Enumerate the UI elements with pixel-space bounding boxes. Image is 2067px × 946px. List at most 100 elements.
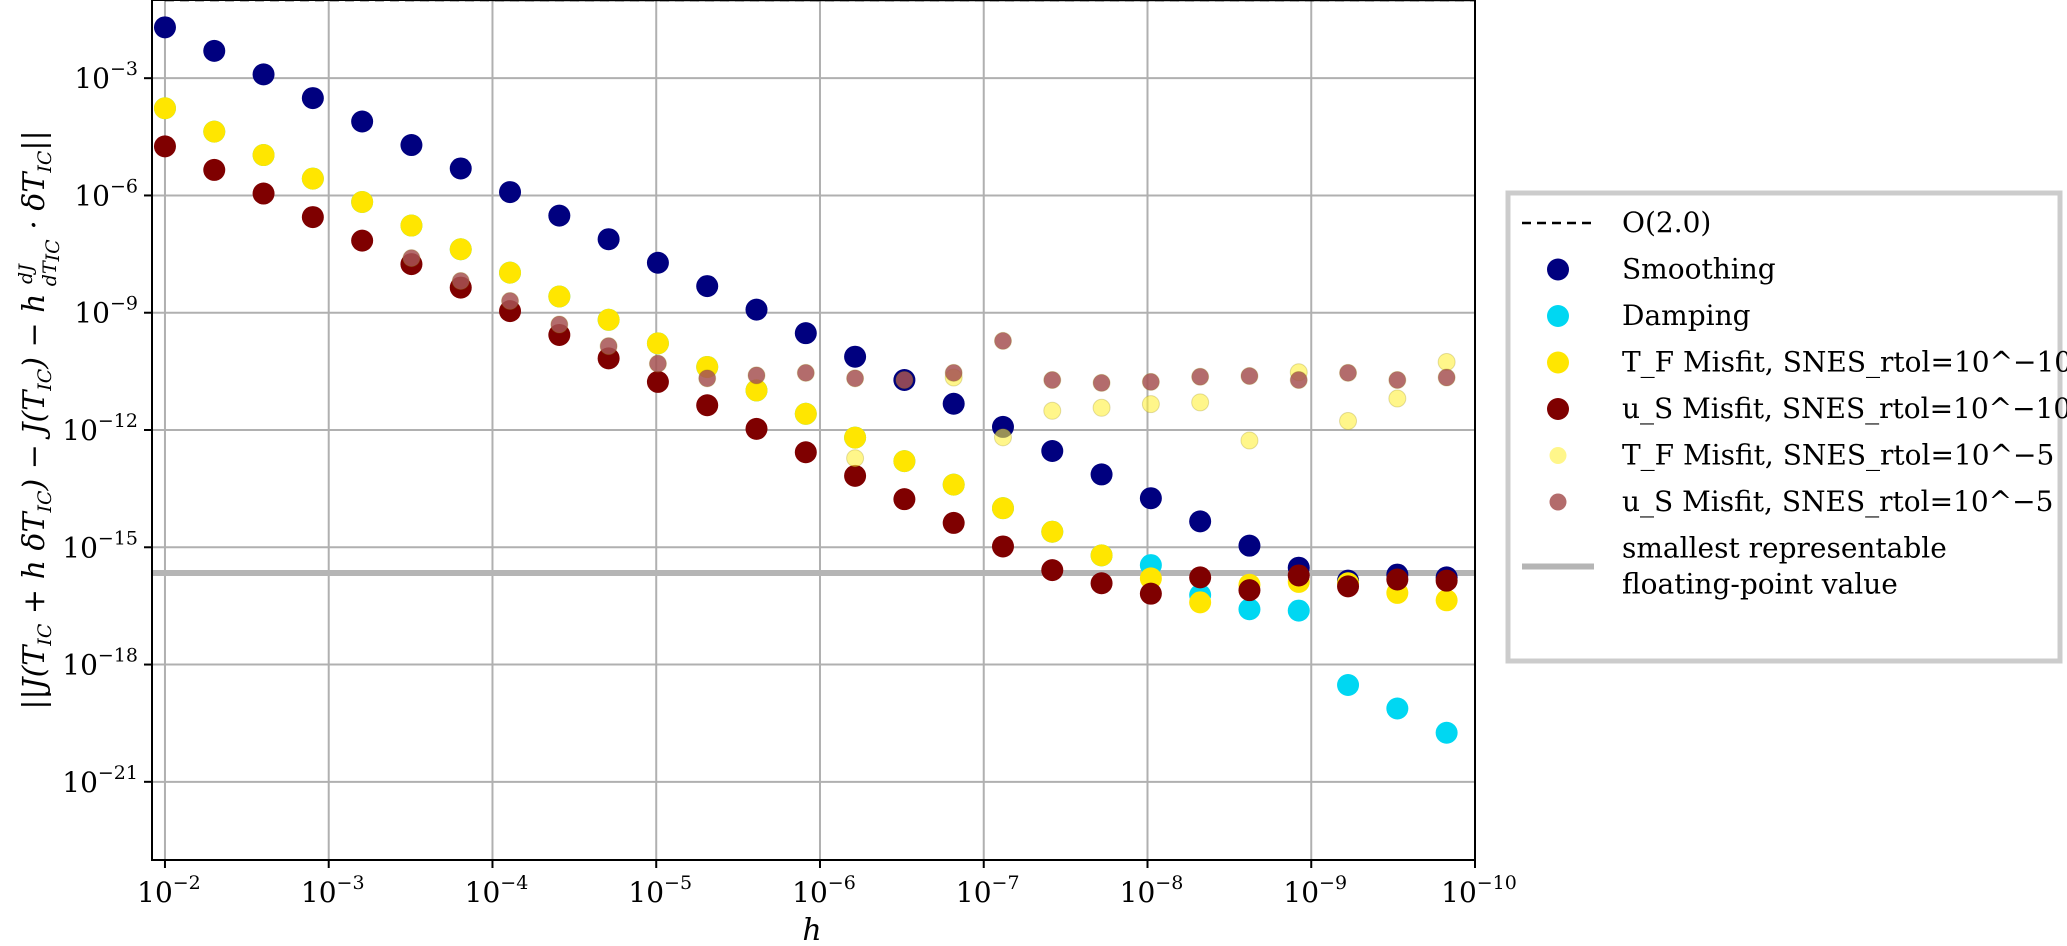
legend-item: O(2.0) xyxy=(1522,206,1711,239)
data-point xyxy=(402,249,421,268)
data-point xyxy=(993,428,1012,447)
data-point xyxy=(646,251,669,274)
legend-marker-swatch xyxy=(1547,258,1569,281)
data-point xyxy=(846,369,865,388)
data-point xyxy=(745,298,768,321)
series-t-f-misfit-snes-rtol-10-10 xyxy=(153,97,1458,614)
data-point xyxy=(1287,564,1310,587)
data-point xyxy=(794,322,817,345)
data-point xyxy=(301,206,324,229)
data-point xyxy=(1090,463,1113,486)
x-axis-label: h xyxy=(802,913,821,946)
legend-label: u_S Misfit, SNES_rtol=10^−10 xyxy=(1622,392,2067,425)
data-point xyxy=(1238,598,1261,621)
y-axis-label: ||J(TIC + h δTIC) − J(TIC) − h dJ dTIC · … xyxy=(15,130,64,709)
y-tick-label: 10−3 xyxy=(74,58,138,95)
data-point xyxy=(501,291,520,310)
y-tick-label-base: 10 xyxy=(62,531,98,564)
data-point xyxy=(1191,393,1210,412)
y-tick-label-base: 10 xyxy=(62,414,98,447)
x-tick-label-base: 10 xyxy=(1120,876,1156,909)
legend-label: floating-point value xyxy=(1622,568,1898,601)
legend-label: O(2.0) xyxy=(1622,206,1711,239)
x-tick-label-base: 10 xyxy=(792,876,828,909)
legend-label: smallest representable xyxy=(1622,532,1947,565)
data-point xyxy=(550,315,569,334)
data-point xyxy=(844,426,867,449)
data-point xyxy=(1337,673,1360,696)
x-tick-label-base: 10 xyxy=(1441,876,1477,909)
x-axis-ticks: 10−2 10−3 10−4 10−5 10−6 10−7 10−8 10−9 10−10 xyxy=(137,860,1517,909)
x-tick-label: 10−6 xyxy=(792,872,856,909)
data-point xyxy=(1043,401,1062,420)
data-point xyxy=(1139,567,1162,590)
legend-item: u_S Misfit, SNES_rtol=10^−5 xyxy=(1549,485,2053,518)
legend-item: T_F Misfit, SNES_rtol=10^−5 xyxy=(1549,439,2054,472)
y-tick-label-base: 10 xyxy=(62,649,98,682)
x-tick-label: 10−3 xyxy=(301,872,365,909)
data-point xyxy=(991,497,1014,520)
data-point xyxy=(1092,373,1111,392)
x-tick-label: 10−4 xyxy=(465,872,529,909)
legend-item: Damping xyxy=(1547,299,1751,332)
data-point xyxy=(203,158,226,181)
data-point xyxy=(893,488,916,511)
data-point xyxy=(351,229,374,252)
legend-label: T_F Misfit, SNES_rtol=10^−10 xyxy=(1622,346,2067,379)
legend-item: T_F Misfit, SNES_rtol=10^−10 xyxy=(1547,346,2067,379)
legend-label: Damping xyxy=(1622,299,1751,332)
data-point xyxy=(153,97,176,120)
data-point xyxy=(1435,589,1458,612)
data-point xyxy=(696,394,719,417)
data-point xyxy=(351,110,374,133)
x-tick-label-exp: −3 xyxy=(337,872,365,894)
data-point xyxy=(1189,510,1212,533)
data-point xyxy=(796,363,815,382)
data-point xyxy=(252,182,275,205)
data-point xyxy=(1189,566,1212,589)
data-point xyxy=(597,228,620,251)
data-point xyxy=(301,167,324,190)
y-tick-label: 10−6 xyxy=(74,175,138,212)
data-point xyxy=(597,308,620,331)
data-point xyxy=(1240,367,1259,386)
data-point xyxy=(1386,697,1409,720)
data-point xyxy=(1435,569,1458,592)
data-point xyxy=(252,63,275,86)
data-point xyxy=(1289,371,1308,390)
data-point xyxy=(1339,363,1358,382)
data-point xyxy=(449,238,472,261)
data-point xyxy=(1240,431,1259,450)
data-point xyxy=(203,120,226,143)
y-tick-label-base: 10 xyxy=(74,179,110,212)
legend-label: Smoothing xyxy=(1622,253,1776,286)
data-point xyxy=(1238,579,1261,602)
legend-label: T_F Misfit, SNES_rtol=10^−5 xyxy=(1622,439,2054,472)
series-u-s-misfit-snes-rtol-10-10 xyxy=(153,135,1458,605)
series-t-f-misfit-snes-rtol-10-5 xyxy=(846,352,1456,468)
grid-lines xyxy=(152,0,1476,860)
data-point xyxy=(1287,599,1310,622)
data-point xyxy=(1090,544,1113,567)
legend-marker-swatch xyxy=(1547,398,1569,420)
legend-marker-swatch xyxy=(1547,305,1569,327)
data-point xyxy=(1189,591,1212,614)
legend-frame xyxy=(1505,190,2063,664)
data-point xyxy=(648,354,667,373)
data-point xyxy=(1191,367,1210,386)
data-point xyxy=(1090,572,1113,595)
legend-item: Smoothing xyxy=(1547,253,1776,286)
x-tick-label: 10−8 xyxy=(1120,872,1184,909)
data-point xyxy=(1092,398,1111,417)
data-point xyxy=(400,214,423,237)
data-point xyxy=(942,473,965,496)
data-point xyxy=(844,345,867,368)
data-point xyxy=(548,285,571,308)
x-tick-label: 10−10 xyxy=(1441,872,1517,909)
x-tick-label-exp: −2 xyxy=(173,872,201,894)
data-point xyxy=(745,417,768,440)
data-point xyxy=(351,191,374,214)
data-point xyxy=(745,379,768,402)
data-point xyxy=(1041,559,1064,582)
